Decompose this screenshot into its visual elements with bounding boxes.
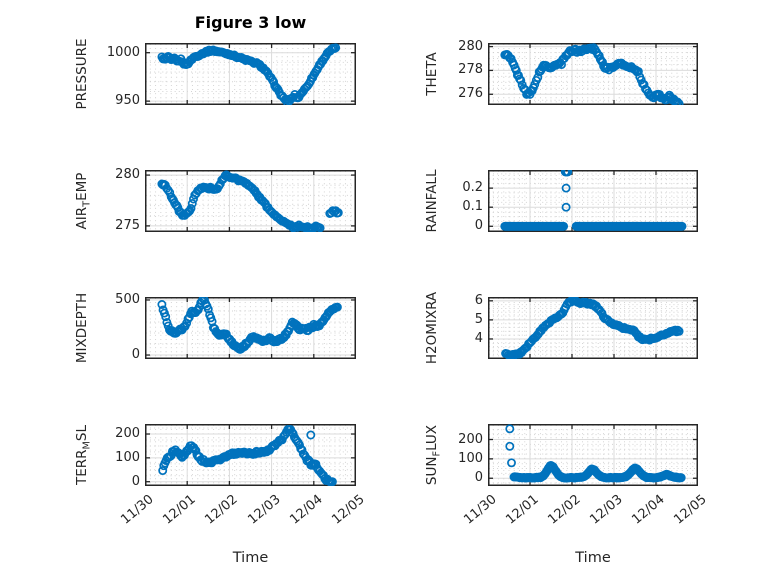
- x-tick-label: 12/02: [202, 492, 242, 528]
- air-temp-plot-area: [145, 170, 356, 232]
- x-tick-label: 12/01: [160, 492, 199, 528]
- y-tick-label: 278: [458, 62, 483, 78]
- mixdepth-plot-area: [145, 297, 356, 359]
- y-tick-label: 6: [474, 292, 483, 308]
- x-tick-label: 11/30: [461, 492, 500, 528]
- pressure-plot-area: [145, 43, 356, 105]
- y-tick-label: 1000: [106, 44, 140, 60]
- x-tick-label: 12/03: [244, 492, 284, 528]
- figure-title: Figure 3 low: [194, 13, 307, 32]
- y-tick-label: 100: [458, 450, 483, 466]
- terr-msl-plot-area: [145, 424, 356, 486]
- y-tick-label: 0: [474, 218, 483, 234]
- time-axis-label-left: Time: [232, 550, 269, 566]
- h2omixra-plot-area: [488, 297, 698, 359]
- x-tick-label: 12/01: [503, 492, 542, 528]
- x-tick-label: 11/30: [118, 492, 157, 528]
- y-tick-label: 280: [115, 167, 140, 183]
- x-tick-label: 12/04: [629, 492, 668, 528]
- y-tick-label: 100: [115, 449, 140, 465]
- x-tick-label: 12/03: [587, 492, 626, 528]
- y-tick-label: 500: [115, 291, 140, 307]
- y-tick-label: 275: [115, 217, 140, 233]
- y-tick-label: 200: [115, 426, 140, 441]
- theta-plot-area: [488, 43, 698, 105]
- y-tick-label: 0: [131, 473, 140, 489]
- x-tick-label: 12/05: [329, 492, 368, 528]
- y-tick-label: 0.2: [462, 180, 483, 196]
- y-tick-label: 280: [458, 38, 483, 54]
- rainfall-plot-area: [488, 170, 698, 232]
- y-tick-label: 276: [458, 86, 483, 102]
- y-tick-label: 950: [115, 93, 140, 109]
- y-tick-label: 0: [131, 347, 140, 363]
- y-tick-label: 0: [474, 470, 483, 486]
- y-tick-label: 200: [458, 431, 483, 447]
- time-axis-label-right: Time: [575, 550, 611, 566]
- x-tick-label: 12/04: [287, 492, 326, 528]
- x-tick-label: 12/05: [671, 492, 710, 528]
- y-tick-label: 5: [474, 311, 483, 327]
- y-tick-label: 0.1: [462, 199, 483, 215]
- sun-flux-plot-area: [488, 424, 698, 486]
- x-tick-label: 12/02: [545, 492, 584, 528]
- y-tick-label: 4: [474, 330, 483, 346]
